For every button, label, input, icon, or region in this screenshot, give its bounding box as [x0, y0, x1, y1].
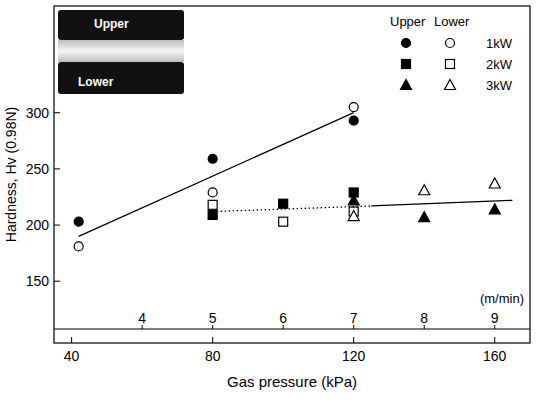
point [74, 242, 83, 251]
legend-marker [402, 60, 411, 69]
x-tick-label: 80 [205, 348, 221, 364]
x-tick [353, 337, 354, 343]
chart: 150 200 250 300 40 80 120 160 Gas pressure (kPa)… [0, 0, 539, 414]
x2-tick-label: 6 [279, 310, 287, 326]
point [419, 212, 430, 222]
point [279, 199, 288, 208]
x2-axis-line [54, 329, 530, 330]
fit-line [213, 206, 372, 212]
x-tick [71, 337, 72, 343]
y-tick [54, 225, 60, 226]
x-tick-label: 40 [64, 348, 80, 364]
x-tick [494, 337, 495, 343]
inset-label: Upper [94, 17, 129, 31]
data-group [74, 103, 512, 251]
legend-label: 1kW [486, 36, 513, 51]
legend-marker [445, 80, 456, 90]
legend-marker [446, 39, 455, 48]
y-tick-label: 150 [26, 273, 50, 289]
x2-tick-label: 9 [491, 310, 499, 326]
legend-marker [402, 39, 411, 48]
point [349, 103, 358, 112]
x-tick [212, 337, 213, 343]
x-tick-label: 120 [342, 348, 366, 364]
legend-header: Upper [390, 14, 426, 29]
y-tick-label: 300 [26, 105, 50, 121]
legend-label: 3kW [486, 78, 513, 93]
inset-upper [58, 10, 184, 40]
point [349, 116, 358, 125]
point [208, 200, 217, 209]
point [348, 211, 359, 221]
inset-lower [58, 62, 184, 94]
y-tick [54, 112, 60, 113]
point [279, 217, 288, 226]
legend-marker [446, 60, 455, 69]
legend-header: Lower [434, 14, 470, 29]
x2-tick-label: 5 [209, 310, 217, 326]
x-axis-title: Gas pressure (kPa) [227, 373, 357, 390]
point [208, 154, 217, 163]
y-axis-title: Hardness, Hv (0.98N) [3, 107, 19, 242]
plot-frame [54, 6, 530, 343]
inset-label: Lower [78, 75, 114, 89]
point [489, 178, 500, 188]
fit-line [79, 113, 354, 237]
point [348, 195, 359, 205]
y-tick [54, 168, 60, 169]
x2-tick-label: 4 [138, 310, 146, 326]
inset-band [58, 40, 184, 62]
x2-tick-label: 8 [420, 310, 428, 326]
point [489, 204, 500, 214]
x2-axis-title: (m/min) [480, 291, 524, 306]
legend-label: 2kW [486, 57, 513, 72]
point [208, 210, 217, 219]
fit-line [371, 200, 512, 206]
y-tick-label: 250 [26, 161, 50, 177]
point [208, 188, 217, 197]
point [419, 185, 430, 195]
point [74, 217, 83, 226]
y-tick [54, 281, 60, 282]
x2-tick-label: 7 [350, 310, 358, 326]
legend-marker [401, 80, 412, 90]
x-tick-label: 160 [483, 348, 507, 364]
y-tick-label: 200 [26, 217, 50, 233]
